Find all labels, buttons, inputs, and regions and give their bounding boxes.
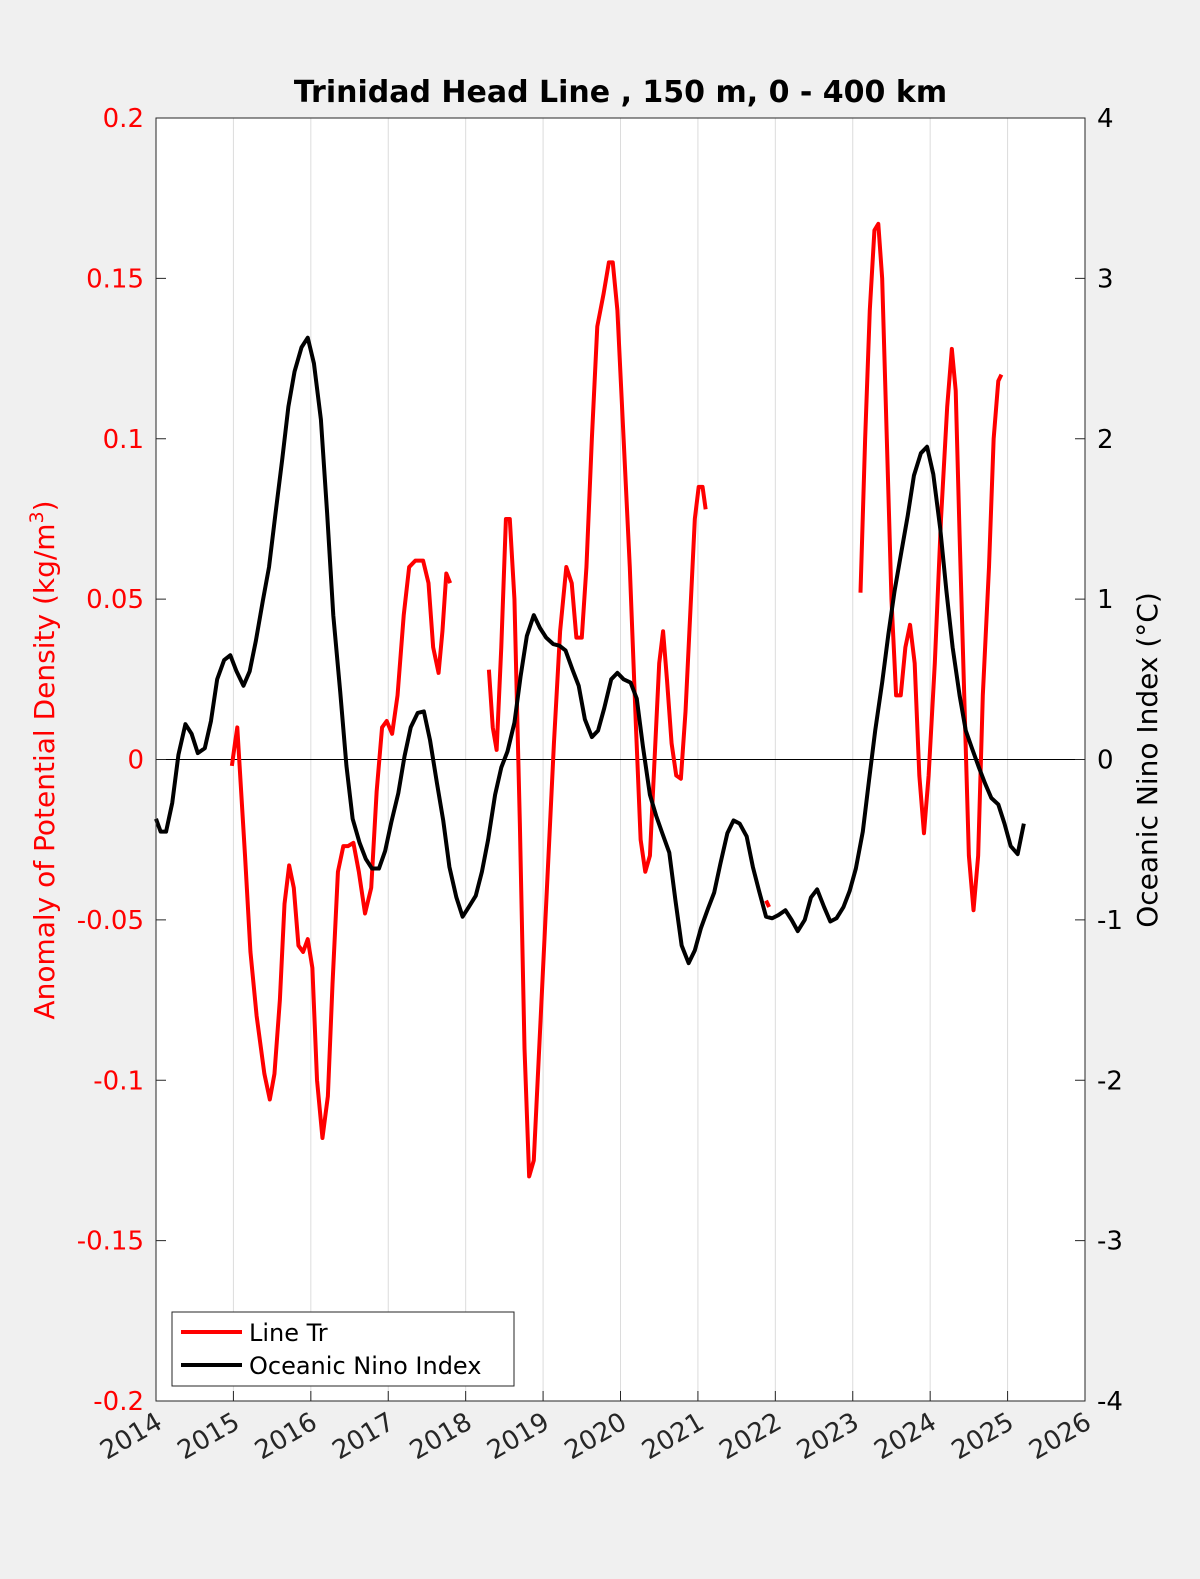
y-left-tick-label: 0.05	[86, 585, 144, 615]
chart-title: Trinidad Head Line , 150 m, 0 - 400 km	[294, 75, 947, 110]
y-right-tick-label: -4	[1097, 1387, 1123, 1417]
y-left-tick-label: -0.1	[93, 1066, 144, 1096]
y-axis-left-title-main: Anomaly of Potential Density (kg/m	[28, 523, 61, 1019]
y-right-tick-label: 1	[1097, 585, 1114, 615]
y-axis-left-title-superscript: 3	[26, 511, 48, 523]
y-left-tick-label: -0.15	[77, 1227, 144, 1257]
y-left-tick-label: 0.2	[103, 104, 144, 134]
y-right-tick-label: 3	[1097, 264, 1114, 294]
y-axis-left-title: Anomaly of Potential Density (kg/m3)	[26, 500, 61, 1019]
y-left-tick-label: 0.15	[86, 264, 144, 294]
ticks-layer	[155, 117, 1086, 1402]
y-right-tick-label: 2	[1097, 425, 1114, 455]
y-right-tick-label: -3	[1097, 1227, 1123, 1257]
legend: Line Tr Oceanic Nino Index	[171, 1311, 515, 1387]
line-tr-series-segment	[858, 221, 1004, 913]
legend-label-oni: Oceanic Nino Index	[249, 1352, 481, 1380]
oni-series-line	[154, 335, 1026, 966]
line-tr-series-segment	[486, 260, 708, 1179]
legend-box	[171, 1311, 515, 1387]
legend-label-line-tr: Line Tr	[249, 1319, 328, 1347]
y-right-tick-label: -2	[1097, 1066, 1123, 1096]
line-tr-series-segment	[229, 558, 453, 1140]
y-left-tick-label: -0.2	[93, 1387, 144, 1417]
y-left-tick-label: 0	[127, 746, 144, 776]
y-right-tick-label: 0	[1097, 746, 1114, 776]
y-axis-right-title: Oceanic Nino Index (°C)	[1131, 592, 1164, 928]
line-tr-series-segment	[764, 899, 771, 908]
y-axis-left-title-close: )	[28, 500, 61, 511]
y-left-tick-label: -0.05	[77, 906, 144, 936]
y-right-tick-label: 4	[1097, 104, 1114, 134]
y-right-tick-label: -1	[1097, 906, 1123, 936]
series-layer	[154, 221, 1026, 1179]
y-left-tick-label: 0.1	[103, 425, 144, 455]
